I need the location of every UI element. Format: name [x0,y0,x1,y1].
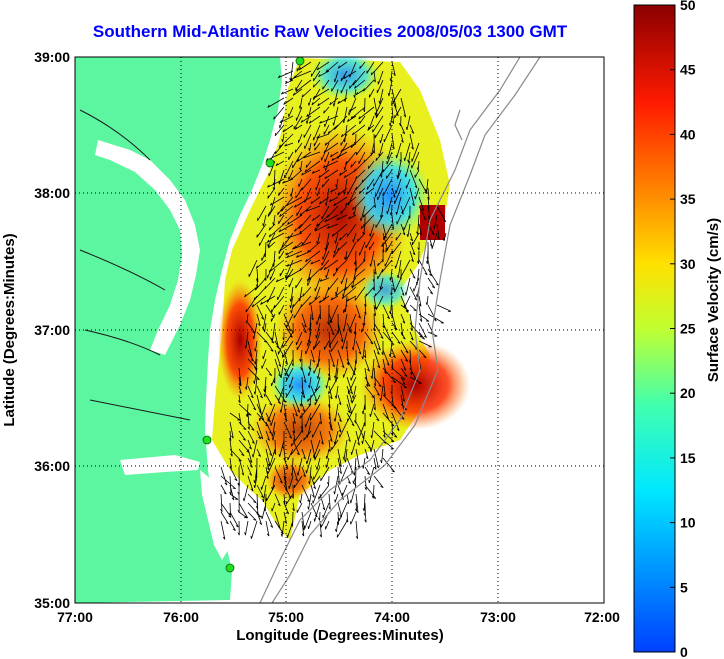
tidal-river [79,109,191,421]
y-axis-label: Latitude (Degrees:Minutes) [1,233,18,426]
station-marker [265,158,275,168]
grid [75,57,604,603]
y-tick-label: 39:00 [34,49,70,65]
station-marker [225,563,235,573]
colorbar-tick-label: 35 [680,191,696,207]
bathymetry-contours [259,57,541,603]
x-tick-label: 72:00 [584,609,620,625]
y-tick-label: 37:00 [34,322,70,338]
chart-title: Southern Mid-Atlantic Raw Velocities 200… [92,22,568,41]
colorbar-tick-label: 20 [680,385,696,401]
pamlico-sound [200,470,228,560]
y-tick-label: 38:00 [34,185,70,201]
plot-frame [74,56,605,604]
x-tick-label: 73:00 [480,609,516,625]
colorbar-gradient [633,4,676,653]
chesapeake-bay [95,140,200,355]
colorbar: 0 5 10 15 20 25 30 35 40 45 50 Surface Velocity (c… [633,0,722,659]
station-marker [202,435,212,445]
x-tick-label: 75:00 [268,609,304,625]
colorbar-label: Surface Velocity (cm/s) [705,218,722,382]
colorbar-tick-label: 0 [680,644,688,659]
colorbar-tick-label: 45 [680,62,696,78]
radar-stations [202,56,305,573]
velocity-field [212,57,470,540]
y-axis: 39:00 38:00 37:00 36:00 35:00 Latitude (… [1,49,70,611]
x-tick-label: 77:00 [57,609,93,625]
albemarle-sound [120,455,200,475]
colorbar-tick-label: 25 [680,321,696,337]
x-tick-label: 74:00 [374,609,410,625]
x-axis-label: Longitude (Degrees:Minutes) [236,627,444,644]
colorbar-tick-label: 50 [680,0,696,13]
colorbar-tick-label: 10 [680,515,696,531]
colorbar-tick-label: 15 [680,450,696,466]
y-tick-label: 36:00 [34,458,70,474]
station-marker [295,56,305,66]
x-tick-label: 76:00 [163,609,199,625]
colorbar-tick-label: 5 [680,579,688,595]
colorbar-tick-label: 40 [680,126,696,142]
x-axis: 77:00 76:00 75:00 74:00 73:00 72:00 Long… [57,609,620,644]
colorbar-tick-label: 30 [680,256,696,272]
y-tick-label: 35:00 [34,595,70,611]
